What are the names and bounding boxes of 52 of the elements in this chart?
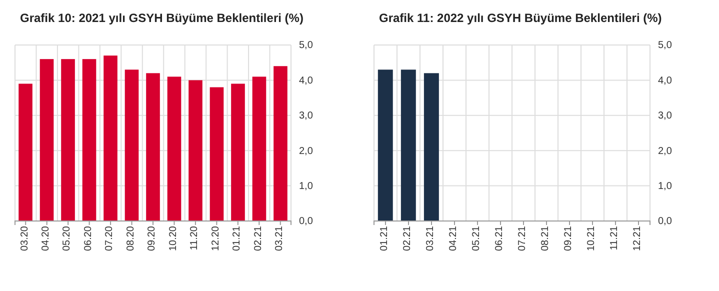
x-tick-label: 11.21 <box>609 226 620 250</box>
bar <box>104 56 118 221</box>
x-tick-label: 08.21 <box>540 226 552 252</box>
x-tick-label: 03.21 <box>274 226 286 252</box>
x-tick-label: 10.21 <box>586 226 598 252</box>
x-tick-label: 06.20 <box>82 226 94 252</box>
bar <box>61 59 75 221</box>
x-tick-label: 10.20 <box>168 226 179 252</box>
x-tick-label: 06.21 <box>494 226 506 252</box>
y-tick-label: 4,0 <box>658 75 672 86</box>
y-tick-label: 4,0 <box>299 75 314 86</box>
x-tick-label: 04.21 <box>448 226 460 252</box>
x-tick-label: 12.21 <box>632 226 644 252</box>
x-tick-label: 02.21 <box>402 226 414 252</box>
chart-title: Grafik 10: 2021 yılı GSYH Büyüme Beklentileri (%) <box>20 11 304 25</box>
x-tick-label: 12.20 <box>210 226 222 252</box>
x-tick-label: 09.21 <box>563 226 574 252</box>
bar <box>167 76 182 221</box>
x-tick-label: 08.20 <box>125 226 136 252</box>
x-tick-label: 03.20 <box>19 226 30 252</box>
x-tick-label: 07.21 <box>517 226 528 252</box>
x-tick-label: 09.20 <box>146 226 158 252</box>
x-tick-label: 01.21 <box>232 226 243 252</box>
y-tick-label: 0,0 <box>299 216 314 228</box>
bar <box>231 84 245 221</box>
y-tick-label: 1,0 <box>658 181 672 192</box>
bar <box>124 70 139 221</box>
y-tick-label: 2,0 <box>658 146 672 157</box>
y-tick-label: 1,0 <box>299 181 314 192</box>
x-tick-label: 11.20 <box>189 226 200 250</box>
y-tick-label: 3,0 <box>299 110 314 122</box>
x-tick-label: 05.21 <box>471 226 482 252</box>
bar <box>210 87 224 221</box>
y-tick-label: 5,0 <box>658 40 672 52</box>
bar <box>252 76 266 221</box>
bar <box>188 80 202 221</box>
bar <box>274 66 288 221</box>
y-tick-label: 3,0 <box>658 110 672 122</box>
x-tick-label: 05.20 <box>62 226 73 252</box>
y-tick-label: 0,0 <box>658 216 672 228</box>
bar <box>82 59 96 221</box>
bar <box>18 84 32 221</box>
x-tick-label: 01.21 <box>379 226 390 252</box>
chart-title: Grafik 11: 2022 yılı GSYH Büyüme Beklentileri (%) <box>379 11 662 25</box>
x-tick-label: 03.21 <box>425 226 436 252</box>
x-tick-label: 04.20 <box>40 226 52 252</box>
x-tick-label: 02.21 <box>252 226 264 252</box>
x-tick-label: 07.20 <box>104 226 116 252</box>
y-tick-label: 5,0 <box>299 40 314 52</box>
bar <box>146 73 160 221</box>
bar <box>40 59 54 221</box>
y-tick-label: 2,0 <box>299 146 314 157</box>
